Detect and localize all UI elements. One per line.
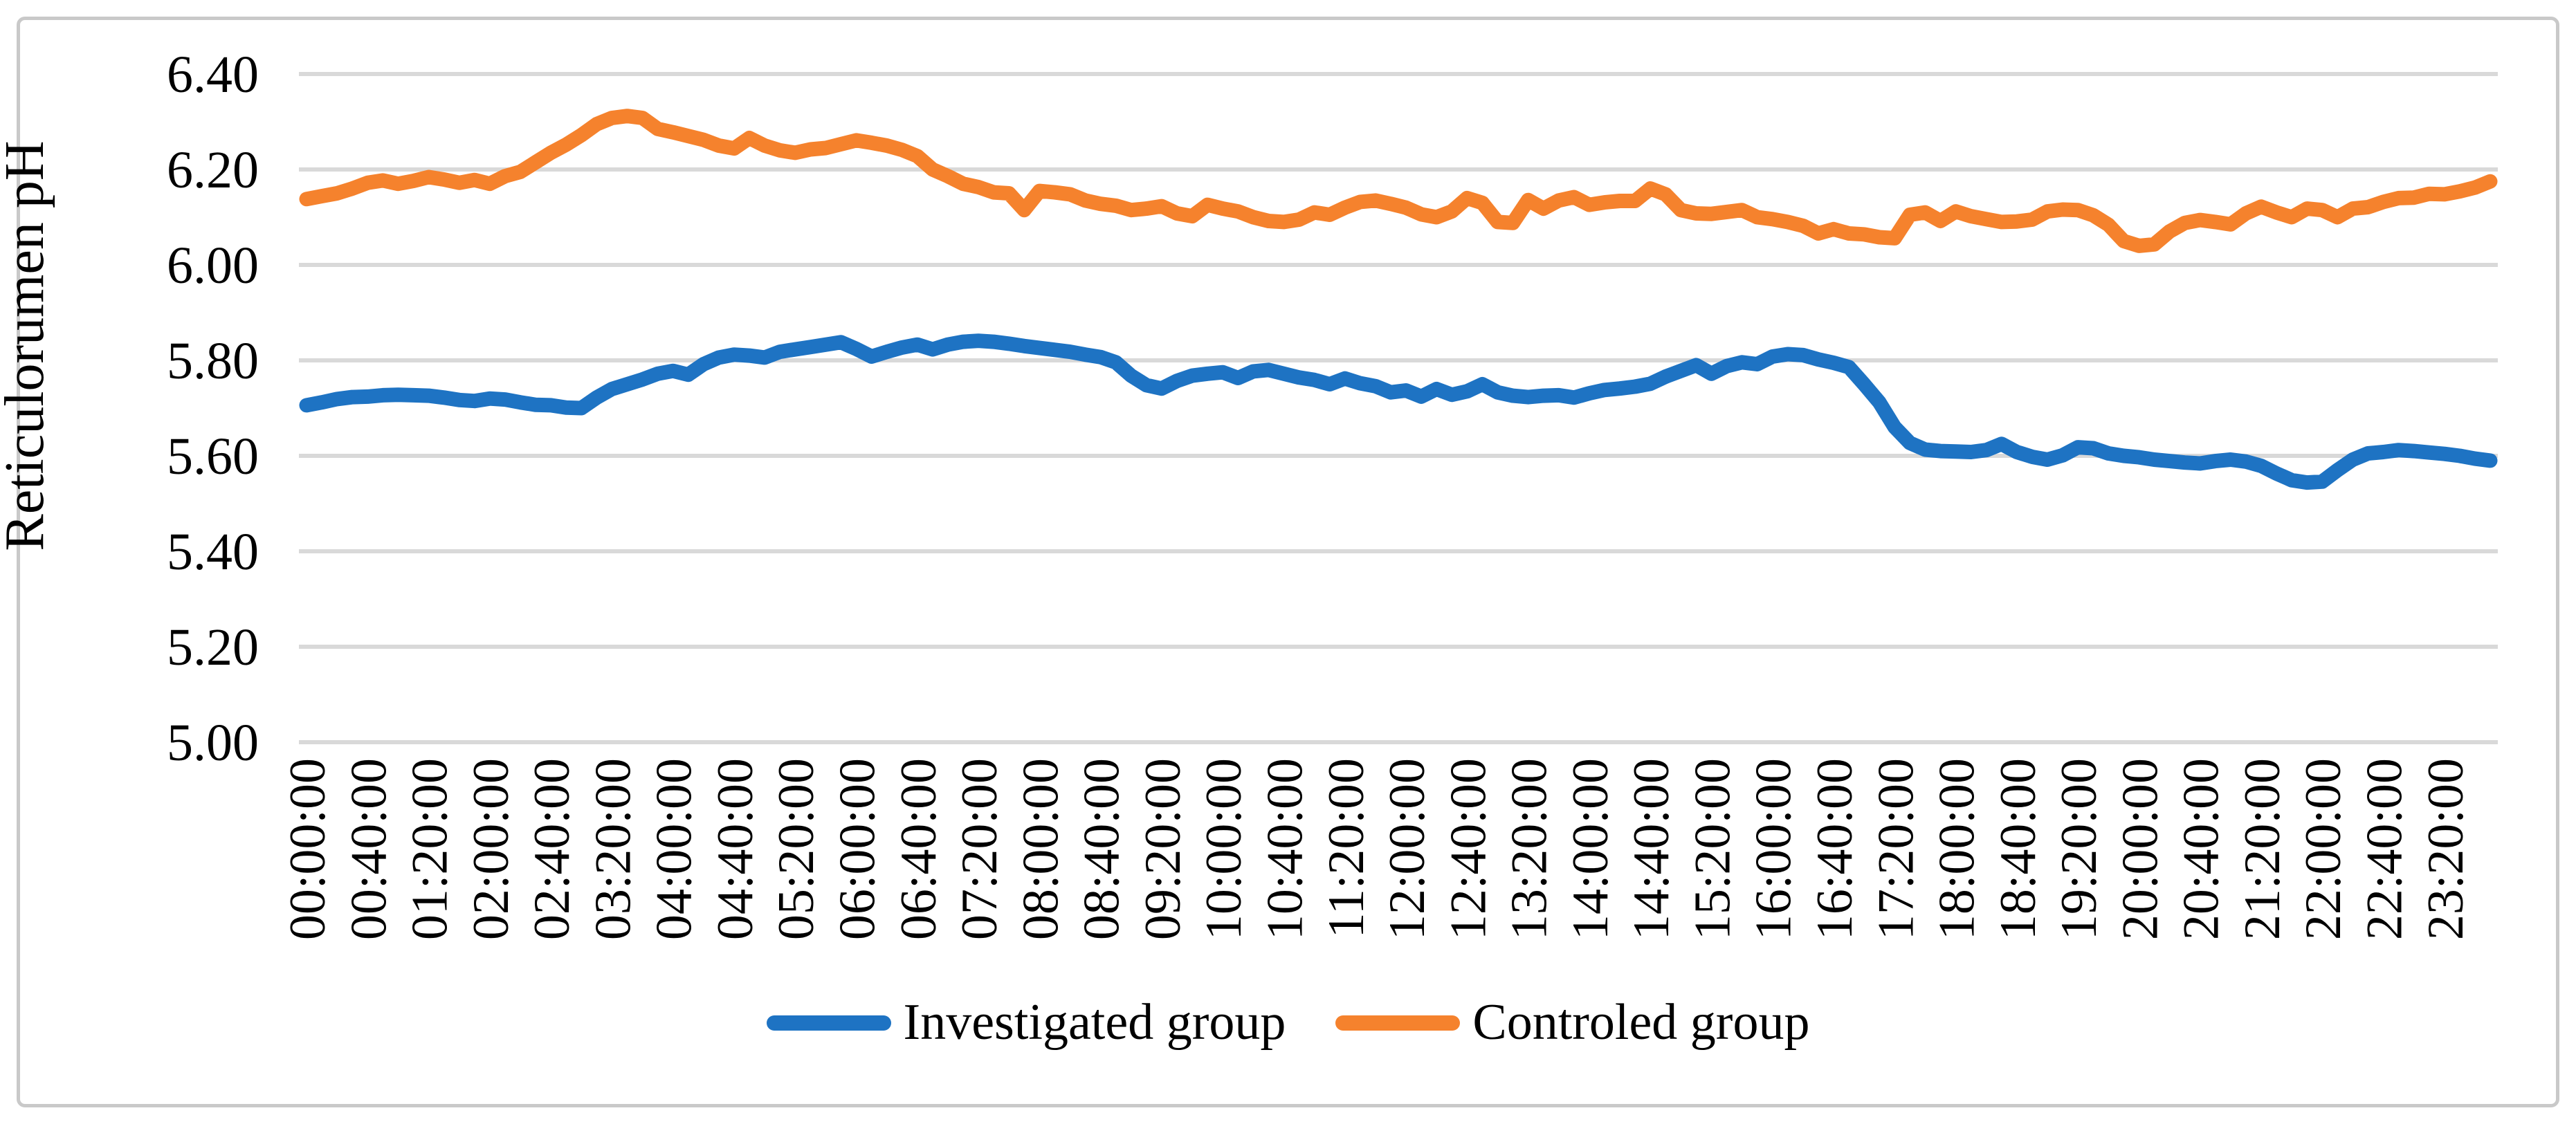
y-tick-label: 6.00 bbox=[167, 237, 259, 295]
y-tick-label: 5.40 bbox=[167, 523, 259, 581]
x-tick-label: 22:40:00 bbox=[2357, 758, 2413, 940]
x-tick-label: 10:40:00 bbox=[1257, 758, 1313, 940]
x-tick-label: 13:20:00 bbox=[1501, 758, 1558, 940]
chart-border-frame bbox=[17, 17, 2559, 1107]
y-tick-label: 5.20 bbox=[167, 618, 259, 676]
legend-swatch-controled-group-icon bbox=[1335, 1015, 1461, 1031]
x-axis-tick-labels: 00:00:00 00:40:00 01:20:00 02:00:00 02:40:00… bbox=[280, 758, 2474, 940]
y-tick-label: 6.20 bbox=[167, 141, 259, 199]
x-tick-label: 12:00:00 bbox=[1379, 758, 1436, 940]
x-tick-label: 05:20:00 bbox=[768, 758, 825, 940]
x-tick-label: 02:00:00 bbox=[463, 758, 520, 940]
gridlines-group bbox=[299, 72, 2498, 744]
x-tick-label: 10:00:00 bbox=[1196, 758, 1252, 940]
x-tick-label: 06:00:00 bbox=[830, 758, 886, 940]
y-tick-label: 5.80 bbox=[167, 332, 259, 390]
x-tick-label: 03:20:00 bbox=[585, 758, 641, 940]
x-tick-label: 04:40:00 bbox=[707, 758, 764, 940]
x-tick-label: 07:20:00 bbox=[951, 758, 1008, 940]
y-tick-label: 5.00 bbox=[167, 714, 259, 772]
x-tick-label: 21:20:00 bbox=[2234, 758, 2291, 940]
x-tick-label: 02:40:00 bbox=[524, 758, 581, 940]
x-tick-label: 19:20:00 bbox=[2051, 758, 2108, 940]
x-tick-label: 04:00:00 bbox=[646, 758, 703, 940]
x-tick-label: 18:00:00 bbox=[1929, 758, 1986, 940]
x-tick-label: 12:40:00 bbox=[1440, 758, 1497, 940]
series-line-investigated-group bbox=[299, 333, 2498, 490]
legend-label-investigated-group: Investigated group bbox=[903, 994, 1286, 1051]
legend-swatch-investigated-group-icon bbox=[766, 1015, 891, 1031]
x-tick-label: 08:40:00 bbox=[1074, 758, 1131, 940]
y-axis-title: Reticulorumen pH bbox=[0, 140, 55, 551]
x-tick-label: 16:00:00 bbox=[1746, 758, 1802, 940]
legend-label-controled-group: Controled group bbox=[1472, 994, 1810, 1051]
x-tick-label: 18:40:00 bbox=[1990, 758, 2047, 940]
x-tick-label: 06:40:00 bbox=[890, 758, 947, 940]
y-tick-label: 6.40 bbox=[167, 46, 259, 104]
chart-legend: Investigated group Controled group bbox=[0, 993, 2576, 1052]
x-tick-label: 00:40:00 bbox=[340, 758, 397, 940]
legend-item-investigated-group: Investigated group bbox=[766, 993, 1286, 1052]
x-tick-label: 11:20:00 bbox=[1318, 758, 1375, 938]
x-tick-label: 08:00:00 bbox=[1012, 758, 1069, 940]
x-tick-label: 22:00:00 bbox=[2295, 758, 2352, 940]
x-tick-label: 17:20:00 bbox=[1867, 758, 1924, 940]
x-tick-label: 09:20:00 bbox=[1135, 758, 1191, 940]
x-tick-label: 20:00:00 bbox=[2112, 758, 2168, 940]
x-tick-label: 14:00:00 bbox=[1562, 758, 1619, 940]
x-tick-label: 16:40:00 bbox=[1807, 758, 1863, 940]
x-tick-label: 01:20:00 bbox=[402, 758, 459, 940]
y-axis-tick-labels: 6.40 6.20 6.00 5.80 5.60 5.40 5.20 5.00 bbox=[167, 46, 259, 772]
x-tick-label: 23:20:00 bbox=[2418, 758, 2474, 940]
x-tick-label: 00:00:00 bbox=[280, 758, 336, 940]
x-tick-label: 14:40:00 bbox=[1623, 758, 1680, 940]
series-lines-group bbox=[299, 109, 2498, 490]
x-tick-label: 20:40:00 bbox=[2173, 758, 2230, 940]
x-tick-label: 15:20:00 bbox=[1684, 758, 1741, 940]
legend-item-controled-group: Controled group bbox=[1335, 993, 1809, 1052]
series-line-controled-group bbox=[299, 109, 2498, 253]
y-tick-label: 5.60 bbox=[167, 427, 259, 486]
